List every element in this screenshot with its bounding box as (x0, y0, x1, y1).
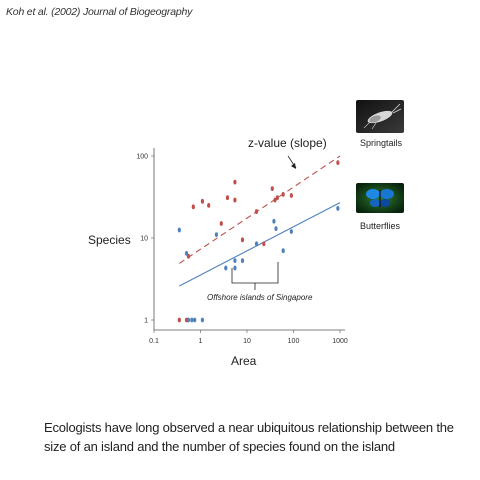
springtails-point (289, 193, 293, 198)
butterflies-point (254, 241, 259, 247)
offshore-bracket (231, 262, 279, 284)
springtails-point (225, 195, 230, 201)
x-tick-label: 1000 (332, 338, 348, 345)
x-axis-label: Area (231, 354, 257, 368)
springtails-point (273, 197, 277, 203)
butterflies-fit-line (179, 202, 341, 287)
butterflies-point (190, 317, 194, 323)
x-tick-label: 100 (288, 338, 300, 345)
butterflies-point (233, 265, 237, 271)
springtails-point (207, 202, 211, 208)
springtails-point (270, 186, 274, 192)
springtail-image (356, 100, 404, 133)
slope-arrow-head (291, 163, 296, 169)
springtails-point (200, 198, 205, 204)
x-tick-label: 1 (199, 338, 203, 345)
slope-annotation: z-value (slope) (248, 136, 327, 150)
offshore-annotation: Offshore islands of Singapore (207, 293, 313, 302)
butterflies-point (200, 317, 205, 323)
springtails-fit-line (178, 155, 341, 264)
butterflies-point (240, 258, 245, 264)
butterflies-point (336, 205, 340, 211)
springtails-point (240, 237, 245, 243)
springtails-point (336, 160, 340, 166)
springtails-point (177, 317, 181, 323)
springtails-point (275, 195, 279, 201)
springtails-point (281, 192, 285, 197)
butterflies-label: Butterflies (360, 221, 401, 231)
springtails-point (219, 221, 223, 226)
springtails-label: Springtails (360, 138, 403, 148)
springtails-point (233, 179, 237, 185)
springtails-point (191, 204, 195, 210)
butterflies-point (289, 229, 293, 234)
y-tick-label: 100 (136, 154, 148, 161)
y-tick-label: 1 (144, 318, 148, 325)
springtails-point (262, 241, 266, 247)
butterflies-point (272, 218, 276, 224)
citation: Koh et al. (2002) Journal of Biogeograph… (6, 6, 193, 18)
butterflies-point (281, 248, 285, 254)
butterfly-image (356, 183, 404, 213)
butterflies-point (233, 258, 237, 264)
butterflies-point (184, 250, 189, 256)
x-tick-label: 10 (243, 338, 251, 345)
butterflies-point (214, 232, 219, 238)
butterflies-point (274, 226, 278, 232)
springtails-point (254, 209, 259, 214)
x-tick-label: 0.1 (149, 338, 159, 345)
y-axis-label: Species (88, 233, 131, 247)
caption: Ecologists have long observed a near ubi… (44, 420, 454, 454)
butterflies-point (177, 227, 181, 233)
butterflies-point (224, 265, 228, 271)
springtails-point (233, 197, 237, 203)
y-tick-label: 10 (140, 236, 148, 243)
butterflies-point (193, 317, 197, 323)
butterflies-point (186, 317, 191, 323)
